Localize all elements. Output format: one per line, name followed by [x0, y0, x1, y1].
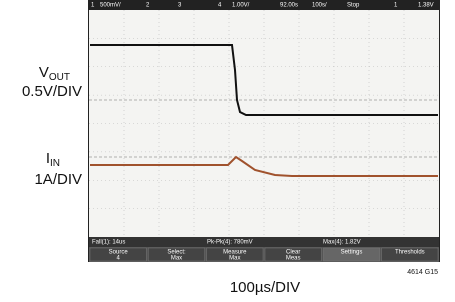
softkey-label: Settings — [341, 250, 363, 256]
timebase-caption: 100µs/DIV — [230, 279, 300, 296]
softkey-value: Max — [171, 256, 182, 262]
timebase: 100s/ — [312, 3, 327, 9]
softkey-value: Meas — [286, 256, 301, 262]
channel-scale: 1.00V/ — [232, 3, 250, 9]
delay: 92.00s — [280, 3, 298, 9]
iin-label: IIN — [46, 150, 60, 169]
screenshot: 1 500mV/ 2 3 4 1.00V/ 92.00s 100s/ Stop … — [0, 0, 455, 302]
softkey-label: Thresholds — [395, 250, 425, 256]
trigger-level: 1.38V — [418, 3, 434, 9]
run-mode: Stop — [347, 3, 360, 9]
iin-scale: 1A/DIV — [34, 171, 82, 188]
label-sub: IN — [50, 158, 60, 169]
channel-scale: 500mV/ — [100, 3, 121, 9]
label-main: V — [39, 64, 49, 81]
status-bar — [89, 237, 439, 247]
softkey-row: Source4Select:MaxMeasureMaxClearMeasSett… — [89, 247, 439, 262]
figure-id: 4614 G15 — [407, 269, 438, 276]
page: {"top_bar": {"ch1": "1", "ch1_scale": "5… — [0, 0, 455, 302]
label-sub: OUT — [49, 72, 70, 83]
measurement: Pk-Pk(4): 780mV — [207, 240, 253, 246]
measurement: Fall(1): 14us — [92, 240, 125, 246]
vout-scale: 0.5V/DIV — [22, 83, 82, 100]
measurement: Max(4): 1.82V — [323, 240, 361, 246]
vout-label: VOUT — [39, 64, 70, 83]
softkey-value: Max — [229, 256, 240, 262]
